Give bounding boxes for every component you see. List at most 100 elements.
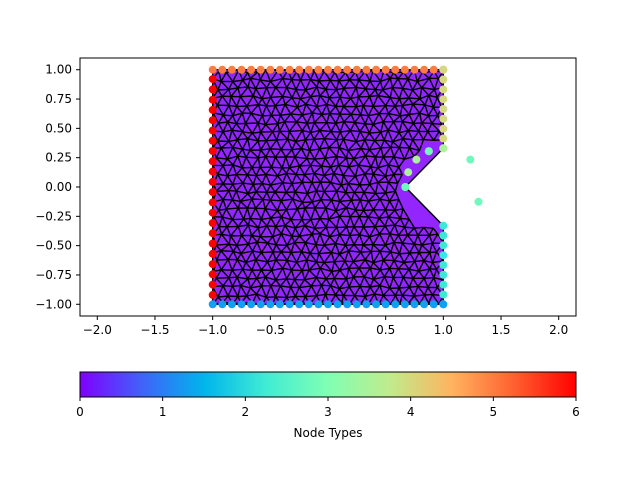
mesh-edge	[286, 245, 292, 253]
mesh-edge	[318, 244, 325, 255]
mesh-edge	[348, 158, 355, 168]
mesh-edge	[277, 208, 287, 212]
mesh-edge	[326, 122, 336, 124]
mesh-edge	[412, 123, 420, 132]
mesh-edge	[277, 167, 283, 177]
mesh-edge	[269, 199, 278, 211]
mesh-edge	[289, 165, 300, 169]
mesh-edge	[343, 79, 351, 89]
mesh-edge	[308, 267, 321, 271]
mesh-edge	[377, 95, 387, 107]
mesh-edge	[407, 227, 415, 236]
mesh-edge	[282, 182, 287, 193]
mesh-edge	[261, 183, 268, 193]
mesh-edge	[253, 95, 263, 100]
mesh-edge	[339, 121, 345, 133]
mesh-edge	[363, 276, 374, 280]
boundary-node-left	[208, 95, 217, 104]
mesh-edge	[390, 77, 399, 80]
mesh-edge	[416, 72, 424, 82]
mesh-edge	[318, 79, 331, 82]
mesh-edge	[311, 173, 315, 183]
mesh-edge	[384, 105, 390, 114]
boundary-node-top	[218, 65, 227, 74]
mesh-edge	[228, 130, 233, 142]
mesh-edge	[286, 235, 293, 246]
mesh-edge	[282, 173, 288, 183]
mesh-edge	[240, 253, 247, 263]
mesh-edge	[265, 155, 276, 158]
mesh-edge	[323, 190, 337, 193]
mesh-edge	[427, 106, 435, 117]
mesh-edge	[350, 98, 357, 108]
mesh-edge	[220, 259, 229, 271]
mesh-edge	[353, 158, 359, 166]
mesh-edge	[266, 225, 276, 228]
mesh-edge	[279, 130, 289, 140]
mesh-edge	[274, 191, 287, 194]
mesh-edge	[281, 233, 293, 237]
mesh-edge	[384, 209, 390, 218]
mesh-edge	[433, 268, 438, 278]
mesh-edge	[295, 79, 302, 90]
boundary-node-top	[362, 65, 371, 74]
mesh-edge	[429, 243, 433, 253]
mesh-edge	[276, 200, 282, 211]
mesh-edge	[255, 252, 262, 261]
mesh-edge	[247, 235, 253, 245]
mesh-edge	[297, 103, 307, 108]
mesh-edge	[235, 174, 244, 184]
mesh-edge	[295, 140, 302, 150]
mesh-edge	[290, 261, 298, 271]
mesh-edge	[416, 81, 423, 89]
mesh-edge	[245, 259, 256, 264]
mesh-edge	[409, 252, 416, 262]
mesh-edge	[301, 296, 307, 304]
mesh-edge	[417, 77, 430, 83]
mesh-edge	[242, 174, 248, 184]
mesh-edge	[295, 89, 301, 99]
mesh-edge	[403, 147, 411, 160]
mesh-edge	[431, 251, 438, 263]
mesh-edge	[270, 217, 277, 228]
mesh-edge	[272, 236, 277, 246]
mesh-edge	[398, 121, 403, 133]
boundary-node-left	[208, 260, 217, 269]
mesh-edge	[282, 95, 293, 99]
mesh-edge	[217, 131, 224, 142]
y-tick-label: 0.25	[45, 151, 72, 165]
mesh-edge	[261, 115, 267, 125]
mesh-edge	[239, 200, 248, 209]
y-tick-label: −1.00	[35, 297, 72, 311]
mesh-edge	[436, 97, 443, 108]
mesh-edge	[313, 70, 320, 82]
mesh-edge	[388, 164, 400, 168]
mesh-edge	[389, 277, 394, 289]
mesh-edge	[236, 268, 244, 278]
mesh-edge	[433, 130, 440, 141]
mesh-edge	[250, 285, 262, 289]
mesh-edge	[330, 285, 340, 290]
mesh-edge	[284, 225, 293, 237]
mesh-edge	[357, 88, 367, 98]
mesh-edge	[314, 158, 323, 167]
mesh-edge	[325, 207, 330, 220]
mesh-edge	[387, 129, 394, 143]
mesh-edge	[251, 241, 258, 252]
mesh-edge	[359, 276, 365, 287]
mesh-edge	[222, 105, 230, 116]
mesh-edge	[404, 226, 415, 229]
mesh-edge	[301, 251, 311, 254]
mesh-edge	[275, 226, 282, 235]
boundary-node-right-lower	[439, 280, 448, 289]
mesh-edge	[217, 140, 229, 143]
mesh-edge	[333, 172, 344, 177]
mesh-edge	[330, 130, 341, 133]
mesh-edge	[414, 261, 420, 272]
mesh-edge	[414, 243, 422, 246]
mesh-edge	[305, 103, 313, 114]
mesh-edge	[291, 149, 296, 158]
mesh-edge	[305, 89, 312, 98]
mesh-edge	[301, 122, 308, 131]
mesh-edge	[261, 87, 268, 100]
